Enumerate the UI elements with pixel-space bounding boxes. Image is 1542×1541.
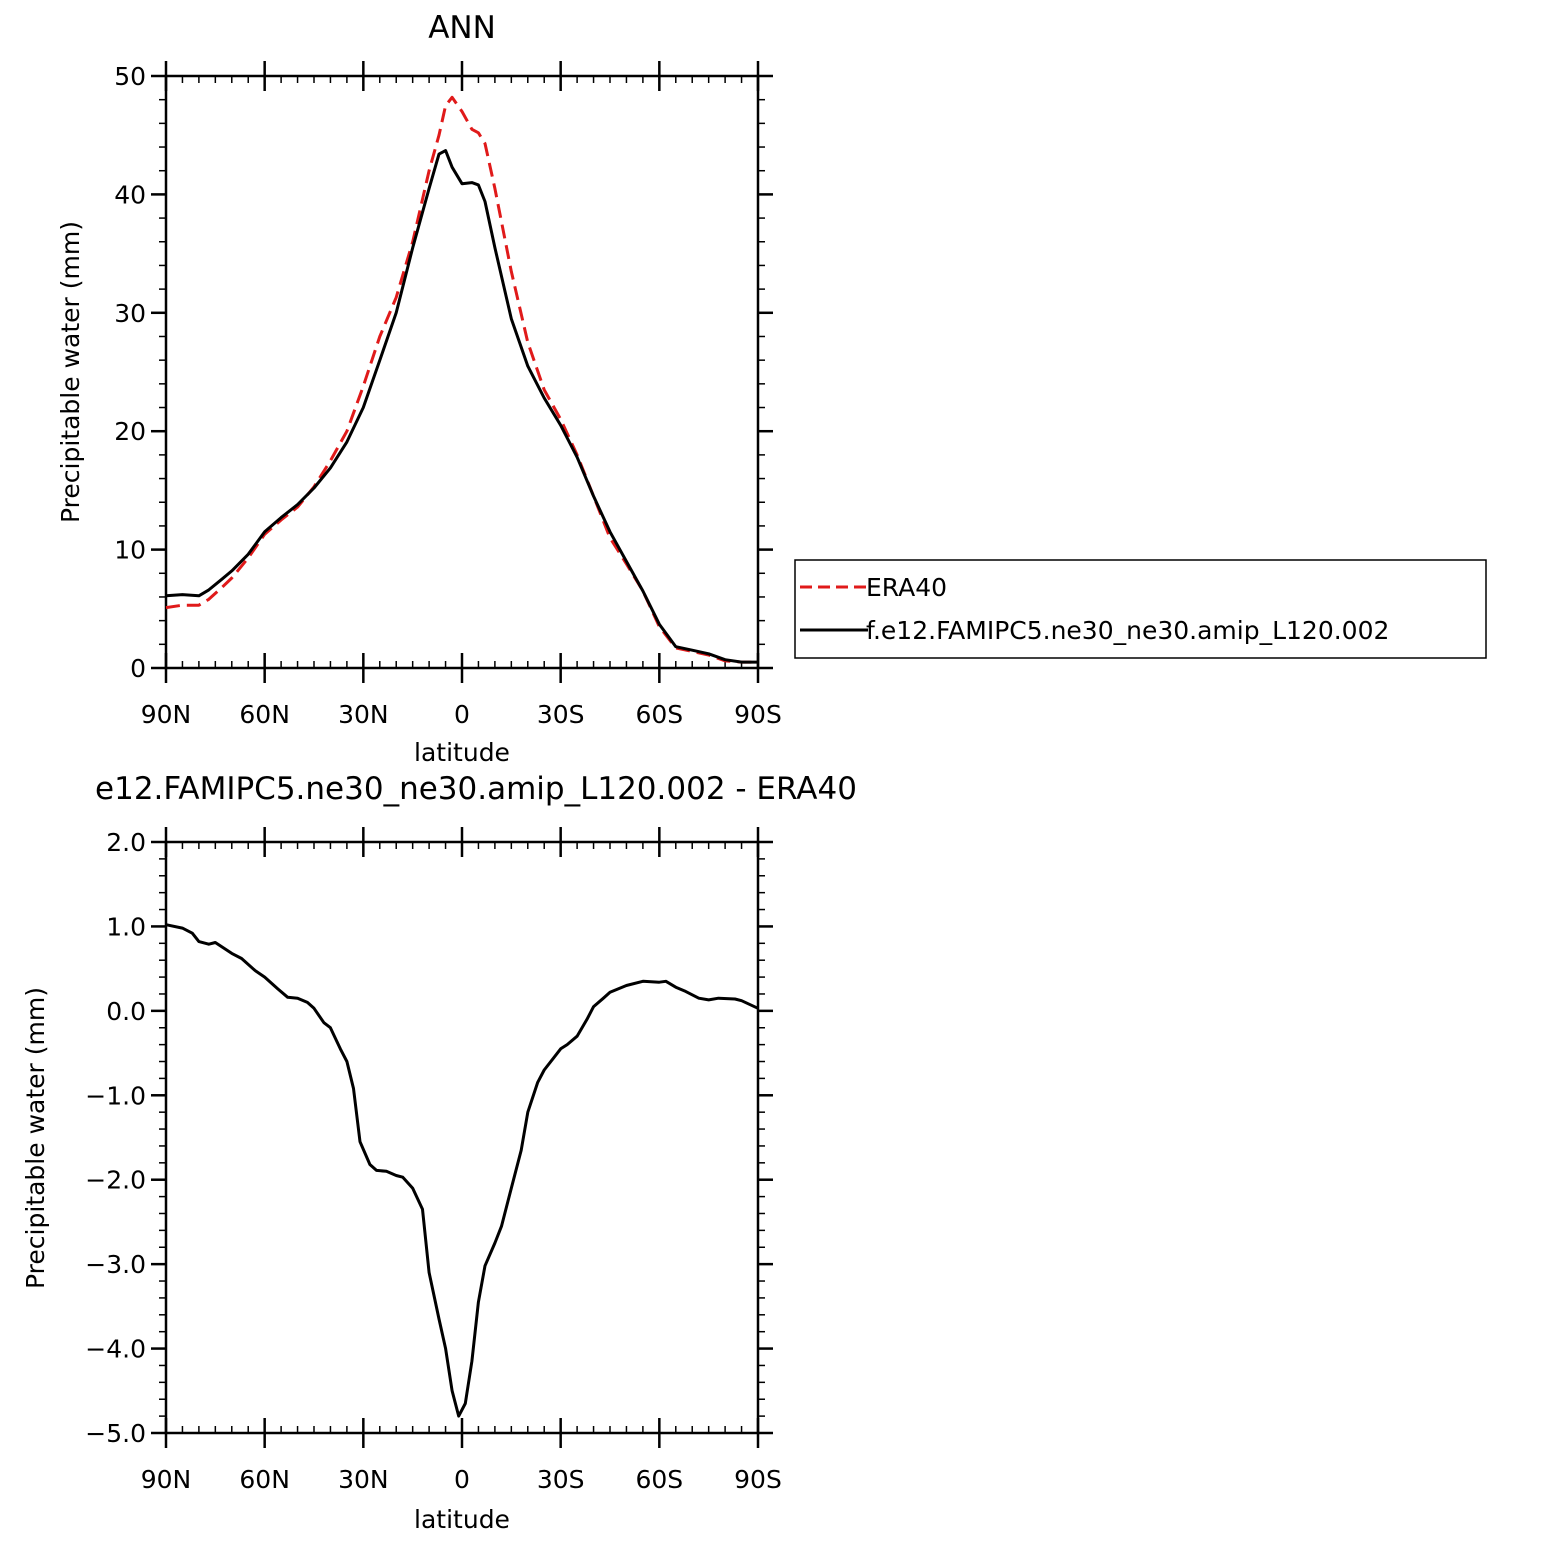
top-x-tick-label: 90S (734, 700, 782, 729)
top-y-tick-label: 10 (114, 536, 146, 565)
top-series-f-e12-famipc5-ne30-ne30-amip-l120-002-line (165, 149, 758, 664)
bottom-x-tick-label: 60N (239, 1465, 290, 1494)
bottom-x-tick-label: 90S (734, 1465, 782, 1494)
top-panel-y-axis-label: Precipitable water (mm) (56, 221, 85, 523)
bottom-y-tick-label: 1.0 (106, 912, 146, 941)
top-panel-x-axis-label: latitude (414, 738, 510, 767)
top-y-tick-label: 0 (130, 654, 146, 683)
top-x-tick-label: 30S (537, 700, 585, 729)
top-panel-plot-area: 90N 60N 30N 0 30S 60S 90S 0 10 20 30 40 50 (114, 61, 782, 729)
bottom-y-tick-label: −3.0 (85, 1250, 146, 1279)
bottom-x-tick-label: 30N (338, 1465, 389, 1494)
top-y-tick-label: 20 (114, 417, 146, 446)
top-x-tick-label: 60N (239, 700, 290, 729)
bottom-panel-title: e12.FAMIPC5.ne30_ne30.amip_L120.002 - ER… (95, 771, 857, 807)
bottom-panel-plot-area: 90N 60N 30N 0 30S 60S 90S 2.0 1.0 0.0 −1.0 −2.0 −3.0… (85, 827, 782, 1494)
top-panel-title: ANN (428, 10, 496, 46)
bottom-x-tick-label: 90N (141, 1465, 192, 1494)
top-plot-frame (164, 74, 760, 670)
top-y-tick-label: 30 (114, 299, 146, 328)
top-y-tick-label: 40 (114, 180, 146, 209)
legend: ERA40 f.e12.FAMIPC5.ne30_ne30.amip_L120.… (794, 559, 1487, 659)
legend-label-era40: ERA40 (866, 573, 947, 602)
bottom-y-tick-label: −4.0 (85, 1335, 146, 1364)
top-x-tick-label: 90N (141, 700, 192, 729)
top-x-tick-label: 0 (454, 700, 470, 729)
bottom-plot-frame (164, 840, 760, 1435)
top-y-tick-label: 50 (114, 62, 146, 91)
bottom-y-tick-label: −5.0 (85, 1419, 146, 1448)
bottom-y-tick-label: 0.0 (106, 997, 146, 1026)
bottom-y-tick-label: −2.0 (85, 1166, 146, 1195)
bottom-x-tick-label: 0 (454, 1465, 470, 1494)
top-x-tick-label: 60S (635, 700, 683, 729)
bottom-y-tick-label: 2.0 (106, 828, 146, 857)
bottom-series-difference-line (165, 923, 759, 1418)
legend-label-model: f.e12.FAMIPC5.ne30_ne30.amip_L120.002 (866, 616, 1389, 645)
legend-box (794, 559, 1487, 659)
bottom-panel-x-axis-label: latitude (414, 1505, 510, 1534)
bottom-y-tick-label: −1.0 (85, 1081, 146, 1110)
bottom-x-tick-label: 30S (537, 1465, 585, 1494)
bottom-panel: e12.FAMIPC5.ne30_ne30.amip_L120.002 - ER… (21, 771, 857, 1534)
bottom-x-tick-label: 60S (635, 1465, 683, 1494)
top-panel: ANN 90N 60N 30N 0 30S 60S 90S 0 10 20 30 40 50 latit… (56, 10, 782, 767)
bottom-panel-y-axis-label: Precipitable water (mm) (21, 987, 50, 1289)
top-x-tick-label: 30N (338, 700, 389, 729)
